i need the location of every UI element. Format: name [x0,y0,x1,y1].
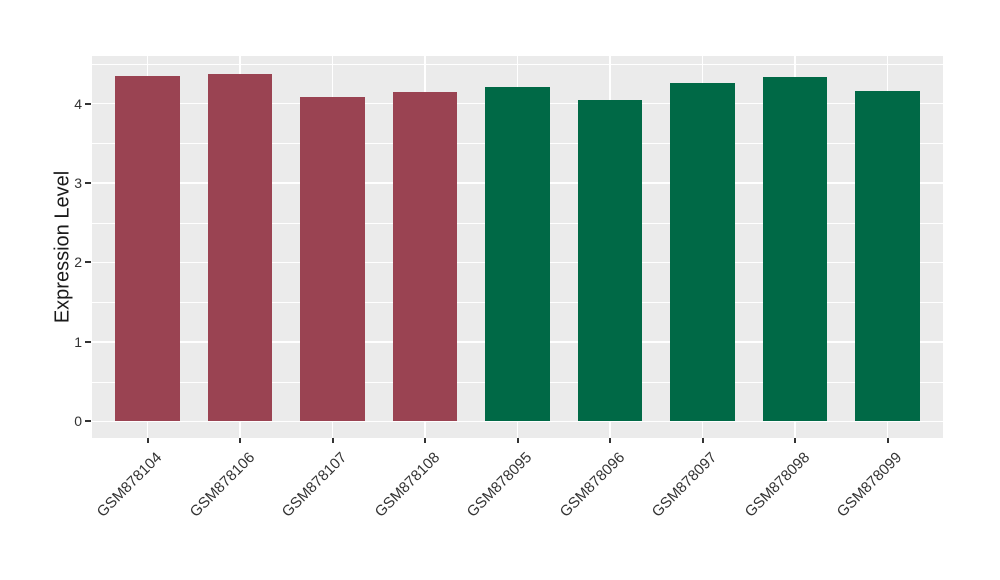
y-tick-label: 1 [74,333,82,350]
plot-panel [92,56,943,438]
y-tick-mark [85,182,91,185]
y-axis-title: Expression Level [51,170,74,324]
bar-GSM878108 [392,91,458,422]
bar-GSM878099 [855,90,920,422]
x-tick-mark [146,438,149,443]
x-tick-mark [609,438,611,443]
bar-GSM878097 [670,83,735,422]
y-tick-mark [85,340,91,343]
x-tick-mark [701,438,704,443]
bar-GSM878096 [577,99,643,422]
x-tick-label: GSM878107 [278,449,351,521]
x-tick-label: GSM878104 [93,449,166,521]
x-tick-label: GSM878099 [833,449,906,521]
bar-GSM878095 [485,86,550,422]
x-tick-label: GSM878106 [186,449,259,521]
x-tick-label: GSM878108 [371,449,444,521]
x-tick-label: GSM878095 [463,449,536,521]
y-tick-label: 2 [74,254,82,271]
y-tick-label: 0 [74,413,82,430]
x-tick-label: GSM878098 [741,449,814,521]
bar-GSM878104 [115,75,180,422]
bar-GSM878098 [762,77,828,422]
x-tick-mark [516,438,519,443]
x-tick-label: GSM878097 [648,449,721,521]
bar-GSM878106 [207,74,273,422]
x-tick-mark [424,438,426,443]
x-tick-mark [794,438,796,443]
x-tick-mark [886,438,889,443]
y-tick-mark [85,420,91,423]
x-tick-mark [331,438,334,443]
y-tick-mark [85,261,91,264]
y-tick-label: 3 [74,175,82,192]
y-tick-label: 4 [74,95,82,112]
y-tick-mark [85,102,91,105]
x-tick-label: GSM878096 [556,449,629,521]
bar-GSM878107 [300,97,365,422]
x-tick-mark [239,438,241,443]
